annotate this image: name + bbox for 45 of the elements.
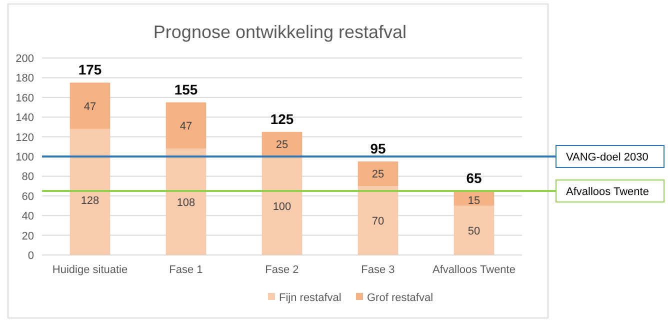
y-tick-label: 20 <box>22 230 34 242</box>
total-label: 65 <box>466 170 482 186</box>
chart-title: Prognose ontwikkeling restafval <box>153 22 407 42</box>
total-label: 125 <box>270 110 294 127</box>
y-tick-label: 200 <box>16 53 34 65</box>
x-tick-label: Afvalloos Twente <box>432 264 516 276</box>
bar <box>166 148 206 255</box>
bar <box>358 186 398 255</box>
data-label: 47 <box>84 100 96 113</box>
total-label: 95 <box>370 140 386 156</box>
y-tick-label: 120 <box>16 132 34 144</box>
x-tick-label: Huidige situatie <box>52 264 128 276</box>
y-tick-label: 100 <box>16 152 34 164</box>
data-label: 128 <box>80 194 100 207</box>
data-label: 70 <box>372 216 384 228</box>
data-label: 15 <box>468 194 480 207</box>
bar <box>166 102 206 149</box>
data-label: 108 <box>176 196 196 209</box>
ref-line-label: Afvalloos Twente <box>566 186 649 198</box>
y-tick-label: 140 <box>16 112 34 124</box>
x-tick-label: Fase 1 <box>169 264 203 276</box>
y-tick-label: 60 <box>22 190 34 203</box>
bar <box>454 206 494 255</box>
y-tick-label: 160 <box>16 92 34 104</box>
total-label: 175 <box>78 62 102 78</box>
total-label: 155 <box>174 81 198 98</box>
y-tick-label: 180 <box>16 72 34 85</box>
bar <box>358 161 398 186</box>
data-label: 47 <box>180 120 192 132</box>
bar <box>262 156 302 255</box>
ref-line-label: VANG-doel 2030 <box>566 152 648 164</box>
data-label: 25 <box>276 139 288 152</box>
bar <box>262 132 302 156</box>
y-tick-label: 0 <box>28 250 34 262</box>
y-tick-label: 80 <box>22 171 34 184</box>
y-tick-label: 40 <box>22 210 34 223</box>
bar <box>70 82 110 129</box>
data-label: 50 <box>468 225 480 238</box>
legend-label: Fijn restafval <box>279 292 342 304</box>
x-tick-label: Fase 2 <box>265 264 299 276</box>
data-label: 25 <box>372 168 384 181</box>
legend-label: Grof restafval <box>367 292 434 304</box>
bar <box>70 128 110 255</box>
data-label: 100 <box>272 200 292 213</box>
x-tick-label: Fase 3 <box>361 264 395 276</box>
